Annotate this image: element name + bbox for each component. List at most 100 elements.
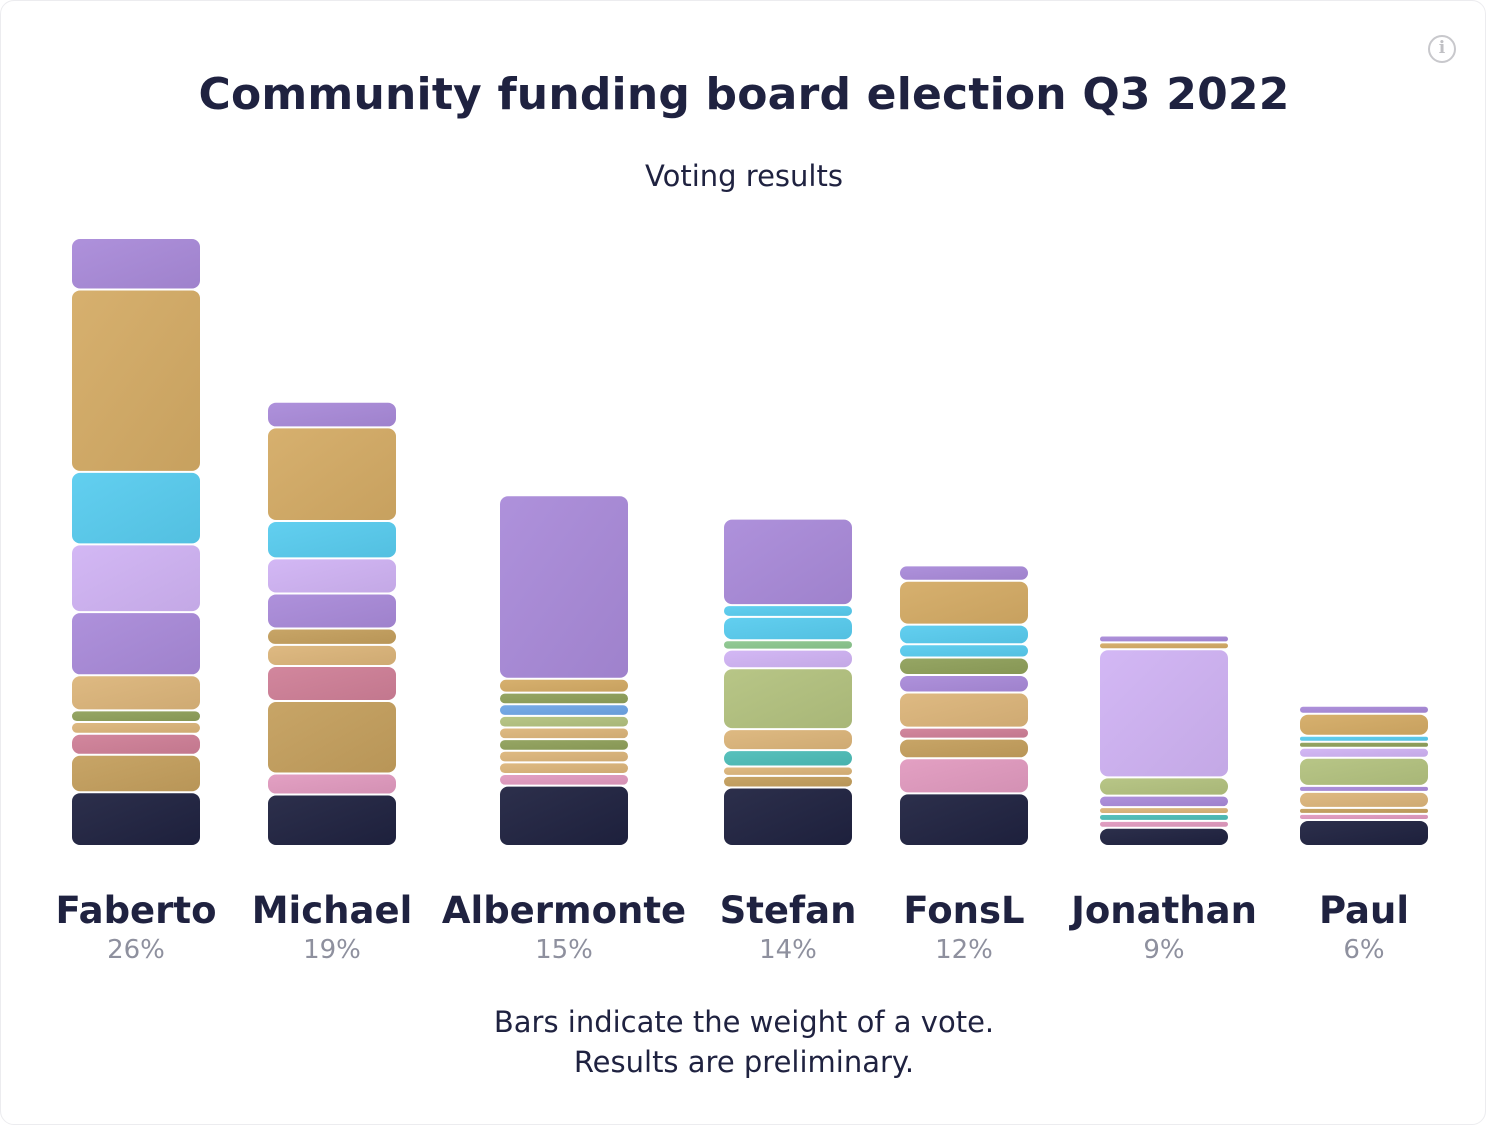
- vote-segment[interactable]: [1300, 808, 1428, 813]
- bar-faberto[interactable]: [72, 239, 200, 845]
- vote-segment[interactable]: [500, 705, 628, 715]
- bar-paul[interactable]: [1300, 706, 1428, 845]
- chart-subtitle: Voting results: [645, 159, 843, 193]
- candidate-name: Paul: [1318, 889, 1410, 932]
- vote-segment[interactable]: [72, 472, 200, 544]
- vote-segment[interactable]: [500, 751, 628, 762]
- vote-segment[interactable]: [1300, 706, 1428, 713]
- vote-segment[interactable]: [500, 774, 628, 785]
- vote-segment[interactable]: [72, 613, 200, 675]
- candidate-percentage: 19%: [303, 935, 361, 965]
- vote-segment[interactable]: [1100, 796, 1228, 807]
- vote-segment[interactable]: [268, 629, 396, 644]
- vote-segment[interactable]: [72, 723, 200, 733]
- vote-segment[interactable]: [268, 428, 396, 520]
- vote-segment[interactable]: [900, 676, 1028, 692]
- vote-segment[interactable]: [724, 788, 852, 845]
- vote-segment[interactable]: [268, 594, 396, 628]
- vote-segment[interactable]: [268, 774, 396, 794]
- bar-michael[interactable]: [268, 402, 396, 845]
- vote-segment[interactable]: [72, 676, 200, 710]
- footer-note-preliminary: Results are preliminary.: [573, 1045, 915, 1079]
- vote-segment[interactable]: [500, 693, 628, 704]
- vote-segment[interactable]: [724, 519, 852, 605]
- vote-segment[interactable]: [1100, 828, 1228, 845]
- vote-segment[interactable]: [900, 759, 1028, 793]
- vote-segment[interactable]: [500, 786, 628, 845]
- vote-segment[interactable]: [72, 239, 200, 289]
- vote-segment[interactable]: [900, 658, 1028, 674]
- candidate-name: Albermonte: [441, 889, 687, 932]
- vote-segment[interactable]: [724, 767, 852, 775]
- vote-segment[interactable]: [72, 755, 200, 792]
- vote-segment[interactable]: [900, 794, 1028, 845]
- vote-segment[interactable]: [724, 751, 852, 766]
- vote-segment[interactable]: [900, 693, 1028, 727]
- vote-segment[interactable]: [724, 641, 852, 649]
- vote-segment[interactable]: [500, 679, 628, 692]
- candidate-percentage: 15%: [535, 935, 593, 965]
- vote-segment[interactable]: [1100, 821, 1228, 827]
- candidate-percentage: 6%: [1343, 935, 1385, 965]
- vote-segment[interactable]: [268, 521, 396, 558]
- vote-segment[interactable]: [1100, 650, 1228, 777]
- vote-segment[interactable]: [268, 559, 396, 593]
- vote-segment[interactable]: [268, 702, 396, 773]
- vote-segment[interactable]: [72, 711, 200, 722]
- candidate-name: Faberto: [55, 889, 217, 932]
- vote-segment[interactable]: [500, 728, 628, 739]
- vote-segment[interactable]: [268, 645, 396, 665]
- vote-segment[interactable]: [724, 730, 852, 750]
- vote-segment[interactable]: [724, 617, 852, 640]
- vote-segment[interactable]: [268, 795, 396, 845]
- vote-segment[interactable]: [500, 716, 628, 727]
- vote-segment[interactable]: [1100, 636, 1228, 642]
- vote-segment[interactable]: [900, 728, 1028, 738]
- vote-segment[interactable]: [1300, 714, 1428, 735]
- vote-segment[interactable]: [1300, 820, 1428, 845]
- vote-segment[interactable]: [500, 763, 628, 773]
- vote-segment[interactable]: [900, 625, 1028, 644]
- bar-albermonte[interactable]: [500, 496, 628, 845]
- bar-stefan[interactable]: [724, 519, 852, 845]
- vote-segment[interactable]: [1300, 736, 1428, 741]
- vote-segment[interactable]: [1300, 814, 1428, 819]
- vote-segment[interactable]: [1300, 742, 1428, 747]
- vote-segment[interactable]: [900, 739, 1028, 758]
- info-icon[interactable]: i: [1428, 35, 1456, 63]
- candidate-percentage: 14%: [759, 935, 817, 965]
- vote-segment[interactable]: [1300, 748, 1428, 757]
- vote-segment[interactable]: [500, 496, 628, 678]
- vote-segment[interactable]: [268, 402, 396, 427]
- chart-title: Community funding board election Q3 2022: [198, 69, 1290, 120]
- vote-segment[interactable]: [1100, 643, 1228, 649]
- bar-jonathan[interactable]: [1100, 636, 1228, 845]
- vote-segment[interactable]: [72, 545, 200, 612]
- vote-segment[interactable]: [1300, 792, 1428, 807]
- vote-segment[interactable]: [1100, 778, 1228, 795]
- vote-segment[interactable]: [72, 290, 200, 471]
- candidate-name: Jonathan: [1071, 889, 1257, 932]
- candidate-percentage: 26%: [107, 935, 165, 965]
- vote-segment[interactable]: [900, 581, 1028, 624]
- vote-segment[interactable]: [724, 606, 852, 616]
- vote-segment[interactable]: [268, 666, 396, 701]
- vote-segment[interactable]: [900, 645, 1028, 657]
- bar-fonsl[interactable]: [900, 566, 1028, 845]
- vote-segment[interactable]: [724, 776, 852, 787]
- footer-note-weight: Bars indicate the weight of a vote.: [493, 1005, 995, 1039]
- vote-segment[interactable]: [1300, 758, 1428, 785]
- vote-segment[interactable]: [900, 566, 1028, 580]
- vote-segment[interactable]: [1100, 808, 1228, 813]
- vote-segment[interactable]: [724, 650, 852, 668]
- vote-segment[interactable]: [72, 734, 200, 754]
- vote-segment[interactable]: [72, 793, 200, 845]
- vote-segment[interactable]: [1300, 786, 1428, 791]
- candidate-percentage: 12%: [935, 935, 993, 965]
- vote-segment[interactable]: [724, 669, 852, 729]
- vote-segment[interactable]: [1100, 814, 1228, 820]
- vote-segment[interactable]: [500, 740, 628, 750]
- candidate-name: Stefan: [719, 889, 857, 932]
